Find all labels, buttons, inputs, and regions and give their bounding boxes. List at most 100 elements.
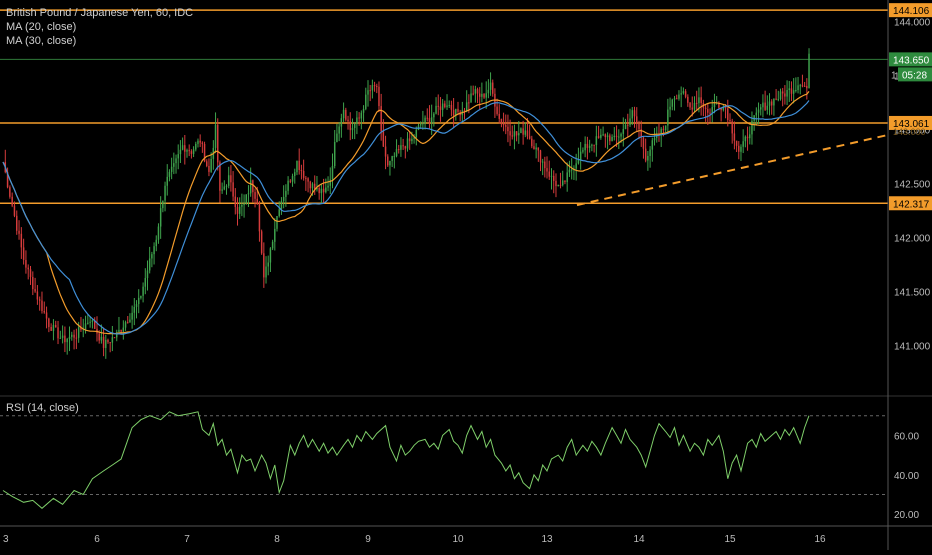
time-tick-label: 14 [633,534,645,545]
candle-body [684,91,687,97]
candle-body [356,117,358,124]
candle-body [192,149,195,154]
candle-body [208,165,210,172]
candle-body [735,140,738,146]
candle-body [155,239,158,247]
candle-body [188,150,190,152]
candle-body [455,108,457,116]
candle-body [751,120,753,135]
candle-body [221,189,223,191]
candle-body [544,161,546,169]
candle-body [32,276,34,290]
rsi-label: RSI (14, close) [6,402,79,414]
candle-body [633,110,636,117]
candle-body [411,138,413,142]
candle-body [698,97,700,104]
candle-body [709,112,711,114]
candle-body [606,135,609,138]
last-price-label-bg [889,52,932,67]
candle-body [511,135,514,137]
candle-body [487,89,490,94]
candle-body [689,102,691,108]
candle-body [775,98,777,100]
candle-body [373,85,376,87]
candle-body [129,319,131,323]
candle-body [345,109,347,120]
candle-body [476,89,479,94]
candle-body [50,326,52,331]
candle-body [254,192,256,199]
candle-body [274,228,276,242]
candle-body [675,98,678,100]
candle-body [746,136,749,139]
candle-body [243,203,245,205]
candle-body [647,155,649,161]
candle-body [336,133,338,143]
candle-body [353,123,356,129]
candle-body [727,108,729,120]
candle-body [584,143,586,151]
candle-body [522,128,524,135]
candle-body [624,124,627,129]
candle-body [41,300,43,311]
candle-body [550,175,553,177]
candle-body [311,183,314,189]
candle-body [749,134,751,139]
candle-body [232,182,234,197]
candle-body [190,151,193,154]
candle-body [577,160,580,164]
candle-body [159,208,162,227]
candle-body [219,162,221,191]
candle-body [68,336,71,340]
candle-body [29,269,32,277]
candle-body [602,134,604,136]
candle-body [795,90,797,92]
candle-body [784,93,786,97]
candle-body [289,180,292,182]
candle-body [593,144,595,146]
candle-body [87,322,89,324]
candle-body [777,99,780,101]
candle-body [627,124,629,126]
candle-body [615,135,618,137]
candle-body [528,136,531,139]
candle-body [48,318,50,327]
time-tick-label: 3 [3,534,9,545]
price-tick-label: 144.000 [894,18,931,29]
candle-body [64,335,66,343]
candle-body [500,118,503,124]
chart-title: British Pound / Japanese Yen, 60, IDC [6,7,194,19]
candle-body [588,145,591,148]
time-tick-label: 9 [365,534,371,545]
candle-body [505,125,507,127]
candle-body [566,172,568,182]
candle-body [693,102,696,110]
candle-body [118,329,120,333]
low-level-label-bg [889,196,932,211]
candle-body [206,161,208,166]
time-tick-label: 8 [274,534,280,545]
candle-body [105,339,107,348]
candle-body [786,89,788,97]
candle-body [629,118,631,126]
candle-body [122,327,125,332]
candle-body [764,102,766,110]
candle-body [177,154,179,159]
candle-body [66,339,68,343]
candle-body [731,121,733,134]
candle-body [478,93,481,97]
candle-body [316,187,318,190]
candle-body [669,106,671,110]
candle-body [391,156,393,161]
time-tick-label: 6 [94,534,100,545]
candle-body [135,304,138,307]
candle-body [164,185,166,201]
candle-body [660,128,662,136]
candle-body [768,101,771,106]
time-tick-label: 10 [452,534,464,545]
candle-body [470,93,472,103]
candle-body [531,138,533,147]
candle-body [472,93,474,95]
